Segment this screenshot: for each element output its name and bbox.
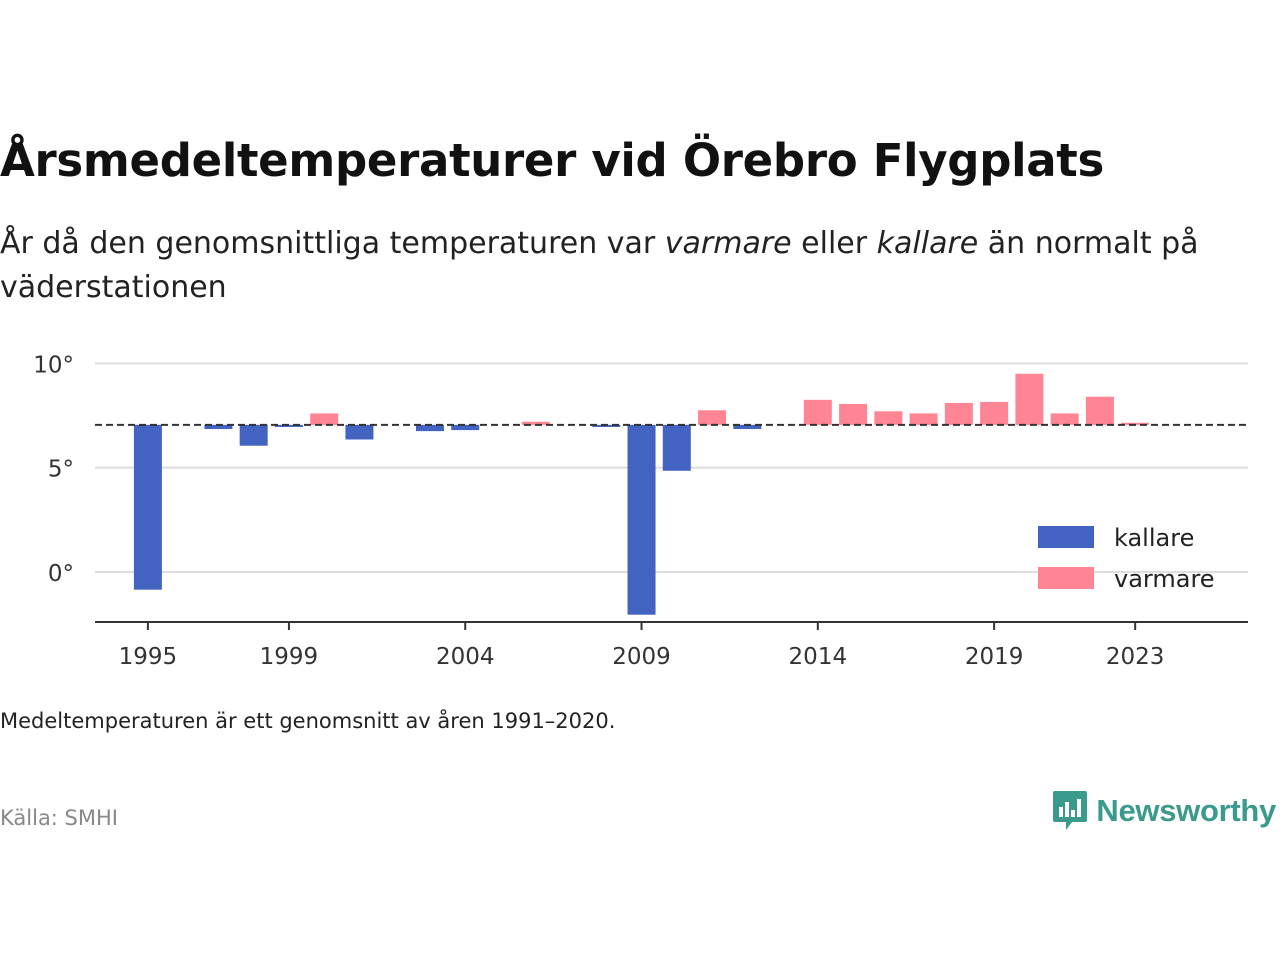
- subtitle-part-2: eller: [791, 226, 877, 261]
- bar-2003: [415, 424, 444, 432]
- bar-2012: [733, 424, 762, 430]
- bar-2020: [1015, 373, 1044, 425]
- bar-2015: [839, 404, 868, 425]
- y-tick-label: 10°: [33, 352, 74, 378]
- bars: [133, 373, 1150, 615]
- legend-swatch-varmare: [1038, 567, 1094, 589]
- chart-title: Årsmedeltemperaturer vid Örebro Flygplat…: [0, 134, 1104, 187]
- bar-2009: [627, 424, 656, 615]
- subtitle-part-1: År då den genomsnittliga temperaturen va…: [0, 226, 665, 261]
- legend-label-kallare: kallare: [1114, 524, 1194, 552]
- footnote: Medeltemperaturen är ett genomsnitt av å…: [0, 709, 616, 733]
- bar-2019: [980, 401, 1009, 425]
- x-tick-label: 2009: [612, 644, 671, 670]
- x-tick-label: 2004: [436, 644, 495, 670]
- subtitle-kallare: kallare: [876, 226, 979, 261]
- x-tick-label: 1999: [260, 644, 319, 670]
- newsworthy-logo-icon: [1053, 791, 1088, 830]
- bar-2021: [1050, 413, 1079, 425]
- newsworthy-logo: Newsworthy: [1052, 790, 1276, 832]
- x-tick-label: 1995: [119, 644, 178, 670]
- bar-2008: [592, 424, 621, 427]
- x-tick-label: 2023: [1106, 644, 1165, 670]
- bar-1998: [239, 424, 268, 446]
- bar-2018: [944, 402, 973, 425]
- bar-2011: [698, 410, 727, 425]
- bar-1995: [133, 424, 162, 590]
- subtitle-part-3: än normalt på väderstationen: [0, 226, 1199, 305]
- bar-1999: [274, 424, 303, 427]
- y-tick-label: 0°: [48, 561, 74, 587]
- bar-2016: [874, 411, 903, 425]
- bar-2001: [345, 424, 374, 440]
- bar-chart: 0° 5° 10° 1995 1999 2004 2009 2014 2019 2023 kall…: [33, 352, 1248, 670]
- x-tick-label: 2019: [965, 644, 1024, 670]
- bar-2010: [662, 424, 691, 471]
- bar-2004: [451, 424, 480, 431]
- legend-label-varmare: varmare: [1114, 565, 1215, 593]
- subtitle-varmare: varmare: [664, 226, 792, 261]
- bar-2017: [909, 413, 938, 425]
- legend-swatch-kallare: [1038, 526, 1094, 548]
- legend: kallare varmare: [1038, 524, 1215, 593]
- bar-2000: [310, 413, 339, 425]
- bar-2014: [803, 399, 832, 425]
- chart-subtitle: År då den genomsnittliga temperaturen va…: [0, 222, 1260, 310]
- newsworthy-logo-text: Newsworthy: [1096, 793, 1276, 828]
- x-tick-label: 2014: [789, 644, 848, 670]
- bar-2022: [1085, 396, 1114, 425]
- axes: 0° 5° 10° 1995 1999 2004 2009 2014 2019 2023: [33, 352, 1248, 670]
- bar-1997: [204, 424, 233, 430]
- source-label: Källa: SMHI: [0, 806, 118, 830]
- bar-2023: [1121, 422, 1150, 425]
- y-tick-label: 5°: [48, 457, 74, 483]
- bar-2006: [521, 421, 550, 425]
